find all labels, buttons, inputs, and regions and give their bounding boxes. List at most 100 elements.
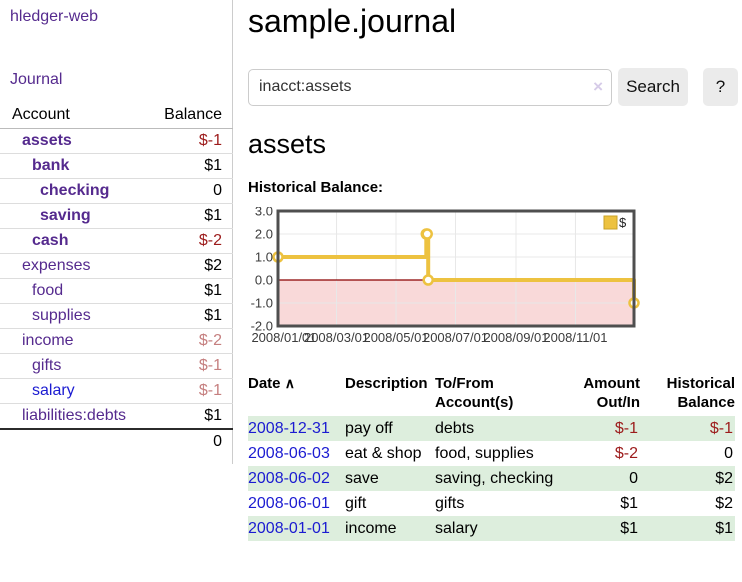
accounts-total-row: 0 <box>0 427 233 454</box>
transaction-amount: $-2 <box>614 445 638 462</box>
chart-title: Historical Balance: <box>248 179 384 196</box>
svg-text:-1.0: -1.0 <box>251 296 273 311</box>
transaction-accounts: saving, checking <box>435 466 555 491</box>
account-balance: 0 <box>150 178 233 204</box>
accounts-table: Account Balance assets $-1 bank $1 check… <box>0 103 233 454</box>
transaction-date-link[interactable]: 2008-06-03 <box>248 445 330 462</box>
transaction-balance: $2 <box>640 466 735 491</box>
transaction-date-link[interactable]: 2008-06-02 <box>248 470 330 487</box>
transaction-description: eat & shop <box>345 445 422 462</box>
svg-text:2008/05/01: 2008/05/01 <box>363 330 428 345</box>
svg-text:2008/03/01: 2008/03/01 <box>304 330 369 345</box>
register-row: 2008-06-01 gift gifts $1 $2 <box>248 491 735 516</box>
account-row: expenses $2 <box>0 253 233 279</box>
accounts-total-balance: 0 <box>150 427 233 454</box>
account-link-income[interactable]: income <box>22 331 74 349</box>
account-row: supplies $1 <box>0 303 233 329</box>
svg-text:1.0: 1.0 <box>255 250 273 265</box>
transaction-accounts: gifts <box>435 495 465 512</box>
transaction-balance: $-1 <box>640 416 735 441</box>
svg-text:2.0: 2.0 <box>255 227 273 242</box>
svg-text:0.0: 0.0 <box>255 273 273 288</box>
transaction-description: income <box>345 516 435 541</box>
account-heading: assets <box>248 129 327 159</box>
transaction-accounts: salary <box>435 516 555 541</box>
account-link-food[interactable]: food <box>32 281 64 299</box>
account-link-cash[interactable]: cash <box>32 231 69 249</box>
account-balance: $1 <box>150 403 233 429</box>
main-content: sample.journal × Search ? assets Histori… <box>233 0 742 541</box>
account-link-salary[interactable]: salary <box>32 381 75 399</box>
accounts-header-row: Account Balance <box>0 103 233 129</box>
transaction-balance: $2 <box>715 495 733 512</box>
historical-balance-chart: $3.0 2.0 1.0 0.0 -1.0 -2.0 2008/01/01 2008/03/0… <box>248 204 738 355</box>
sidebar: hledger-web Journal Account Balance asse… <box>0 0 233 464</box>
account-row: bank $1 <box>0 153 233 179</box>
search-form: × Search ? <box>248 68 738 106</box>
search-input[interactable] <box>248 68 612 106</box>
account-link-gifts[interactable]: gifts <box>32 356 62 374</box>
account-balance: $1 <box>150 153 233 179</box>
date-column-header[interactable]: Date ∧ <box>248 375 295 392</box>
account-row: income $-2 <box>0 328 233 354</box>
clear-search-icon[interactable]: × <box>593 76 603 96</box>
transaction-amount: $1 <box>555 516 640 541</box>
page: hledger-web Journal Account Balance asse… <box>0 0 742 541</box>
transaction-balance: $1 <box>640 516 735 541</box>
transaction-amount: 0 <box>555 466 640 491</box>
account-row: salary $-1 <box>0 378 233 404</box>
transaction-amount: $-1 <box>555 416 640 441</box>
balance-column-header: Historical Balance <box>666 375 735 411</box>
account-column-header: Account <box>0 103 151 129</box>
svg-text:-2.0: -2.0 <box>251 319 273 334</box>
svg-text:$: $ <box>619 215 627 230</box>
register-header-row: Date ∧ Description To/From Account(s) Am… <box>248 372 735 416</box>
account-link-bank[interactable]: bank <box>32 156 70 174</box>
transaction-balance: 0 <box>724 445 733 462</box>
account-balance: $-1 <box>150 128 233 154</box>
account-row: gifts $-1 <box>0 353 233 379</box>
account-link-saving[interactable]: saving <box>40 206 91 224</box>
balance-column-header: Balance <box>150 103 233 129</box>
account-balance: $-2 <box>150 328 233 354</box>
account-link-checking[interactable]: checking <box>40 181 110 199</box>
register-row: 2008-06-03 eat & shop food, supplies $-2… <box>248 441 735 466</box>
account-balance: $-1 <box>150 353 233 379</box>
register-row: 2008-12-31 pay off debts $-1 $-1 <box>248 416 735 441</box>
account-link-supplies[interactable]: supplies <box>32 306 91 324</box>
account-link-expenses[interactable]: expenses <box>22 256 91 274</box>
help-button[interactable]: ? <box>703 68 738 106</box>
transaction-date-link[interactable]: 2008-12-31 <box>248 420 330 437</box>
transaction-accounts: debts <box>435 416 555 441</box>
page-title: sample.journal <box>248 3 457 39</box>
svg-text:3.0: 3.0 <box>255 207 273 219</box>
account-balance: $1 <box>150 278 233 304</box>
amount-column-header: Amount Out/In <box>583 375 640 411</box>
account-balance: $-1 <box>150 378 233 404</box>
account-balance: $1 <box>150 303 233 329</box>
transaction-date-link[interactable]: 2008-06-01 <box>248 495 330 512</box>
svg-text:2008/07/01: 2008/07/01 <box>423 330 488 345</box>
transaction-description: save <box>345 466 435 491</box>
account-link-assets[interactable]: assets <box>22 131 72 149</box>
register-table: Date ∧ Description To/From Account(s) Am… <box>248 372 735 541</box>
sidebar-item-journal[interactable]: Journal <box>10 71 63 88</box>
account-balance: $-2 <box>150 228 233 254</box>
svg-text:2008/09/01: 2008/09/01 <box>483 330 548 345</box>
account-row: assets $-1 <box>0 128 233 154</box>
account-row: cash $-2 <box>0 228 233 254</box>
transaction-amount: $1 <box>620 495 638 512</box>
svg-text:2008/01/01: 2008/01/01 <box>251 330 316 345</box>
account-row: liabilities:debts $1 <box>0 403 233 429</box>
app-title-link[interactable]: hledger-web <box>10 8 99 25</box>
transaction-description: pay off <box>345 416 435 441</box>
register-row: 2008-06-02 save saving, checking 0 $2 <box>248 466 735 491</box>
description-column-header: Description <box>345 375 428 392</box>
register-row: 2008-01-01 income salary $1 $1 <box>248 516 735 541</box>
account-row: checking 0 <box>0 178 233 204</box>
accounts-column-header: To/From Account(s) <box>435 375 514 411</box>
transaction-date-link[interactable]: 2008-01-01 <box>248 520 330 537</box>
search-button[interactable]: Search <box>618 68 688 106</box>
account-link-liabilities-debts[interactable]: liabilities:debts <box>22 406 127 424</box>
transaction-accounts: food, supplies <box>435 445 534 462</box>
